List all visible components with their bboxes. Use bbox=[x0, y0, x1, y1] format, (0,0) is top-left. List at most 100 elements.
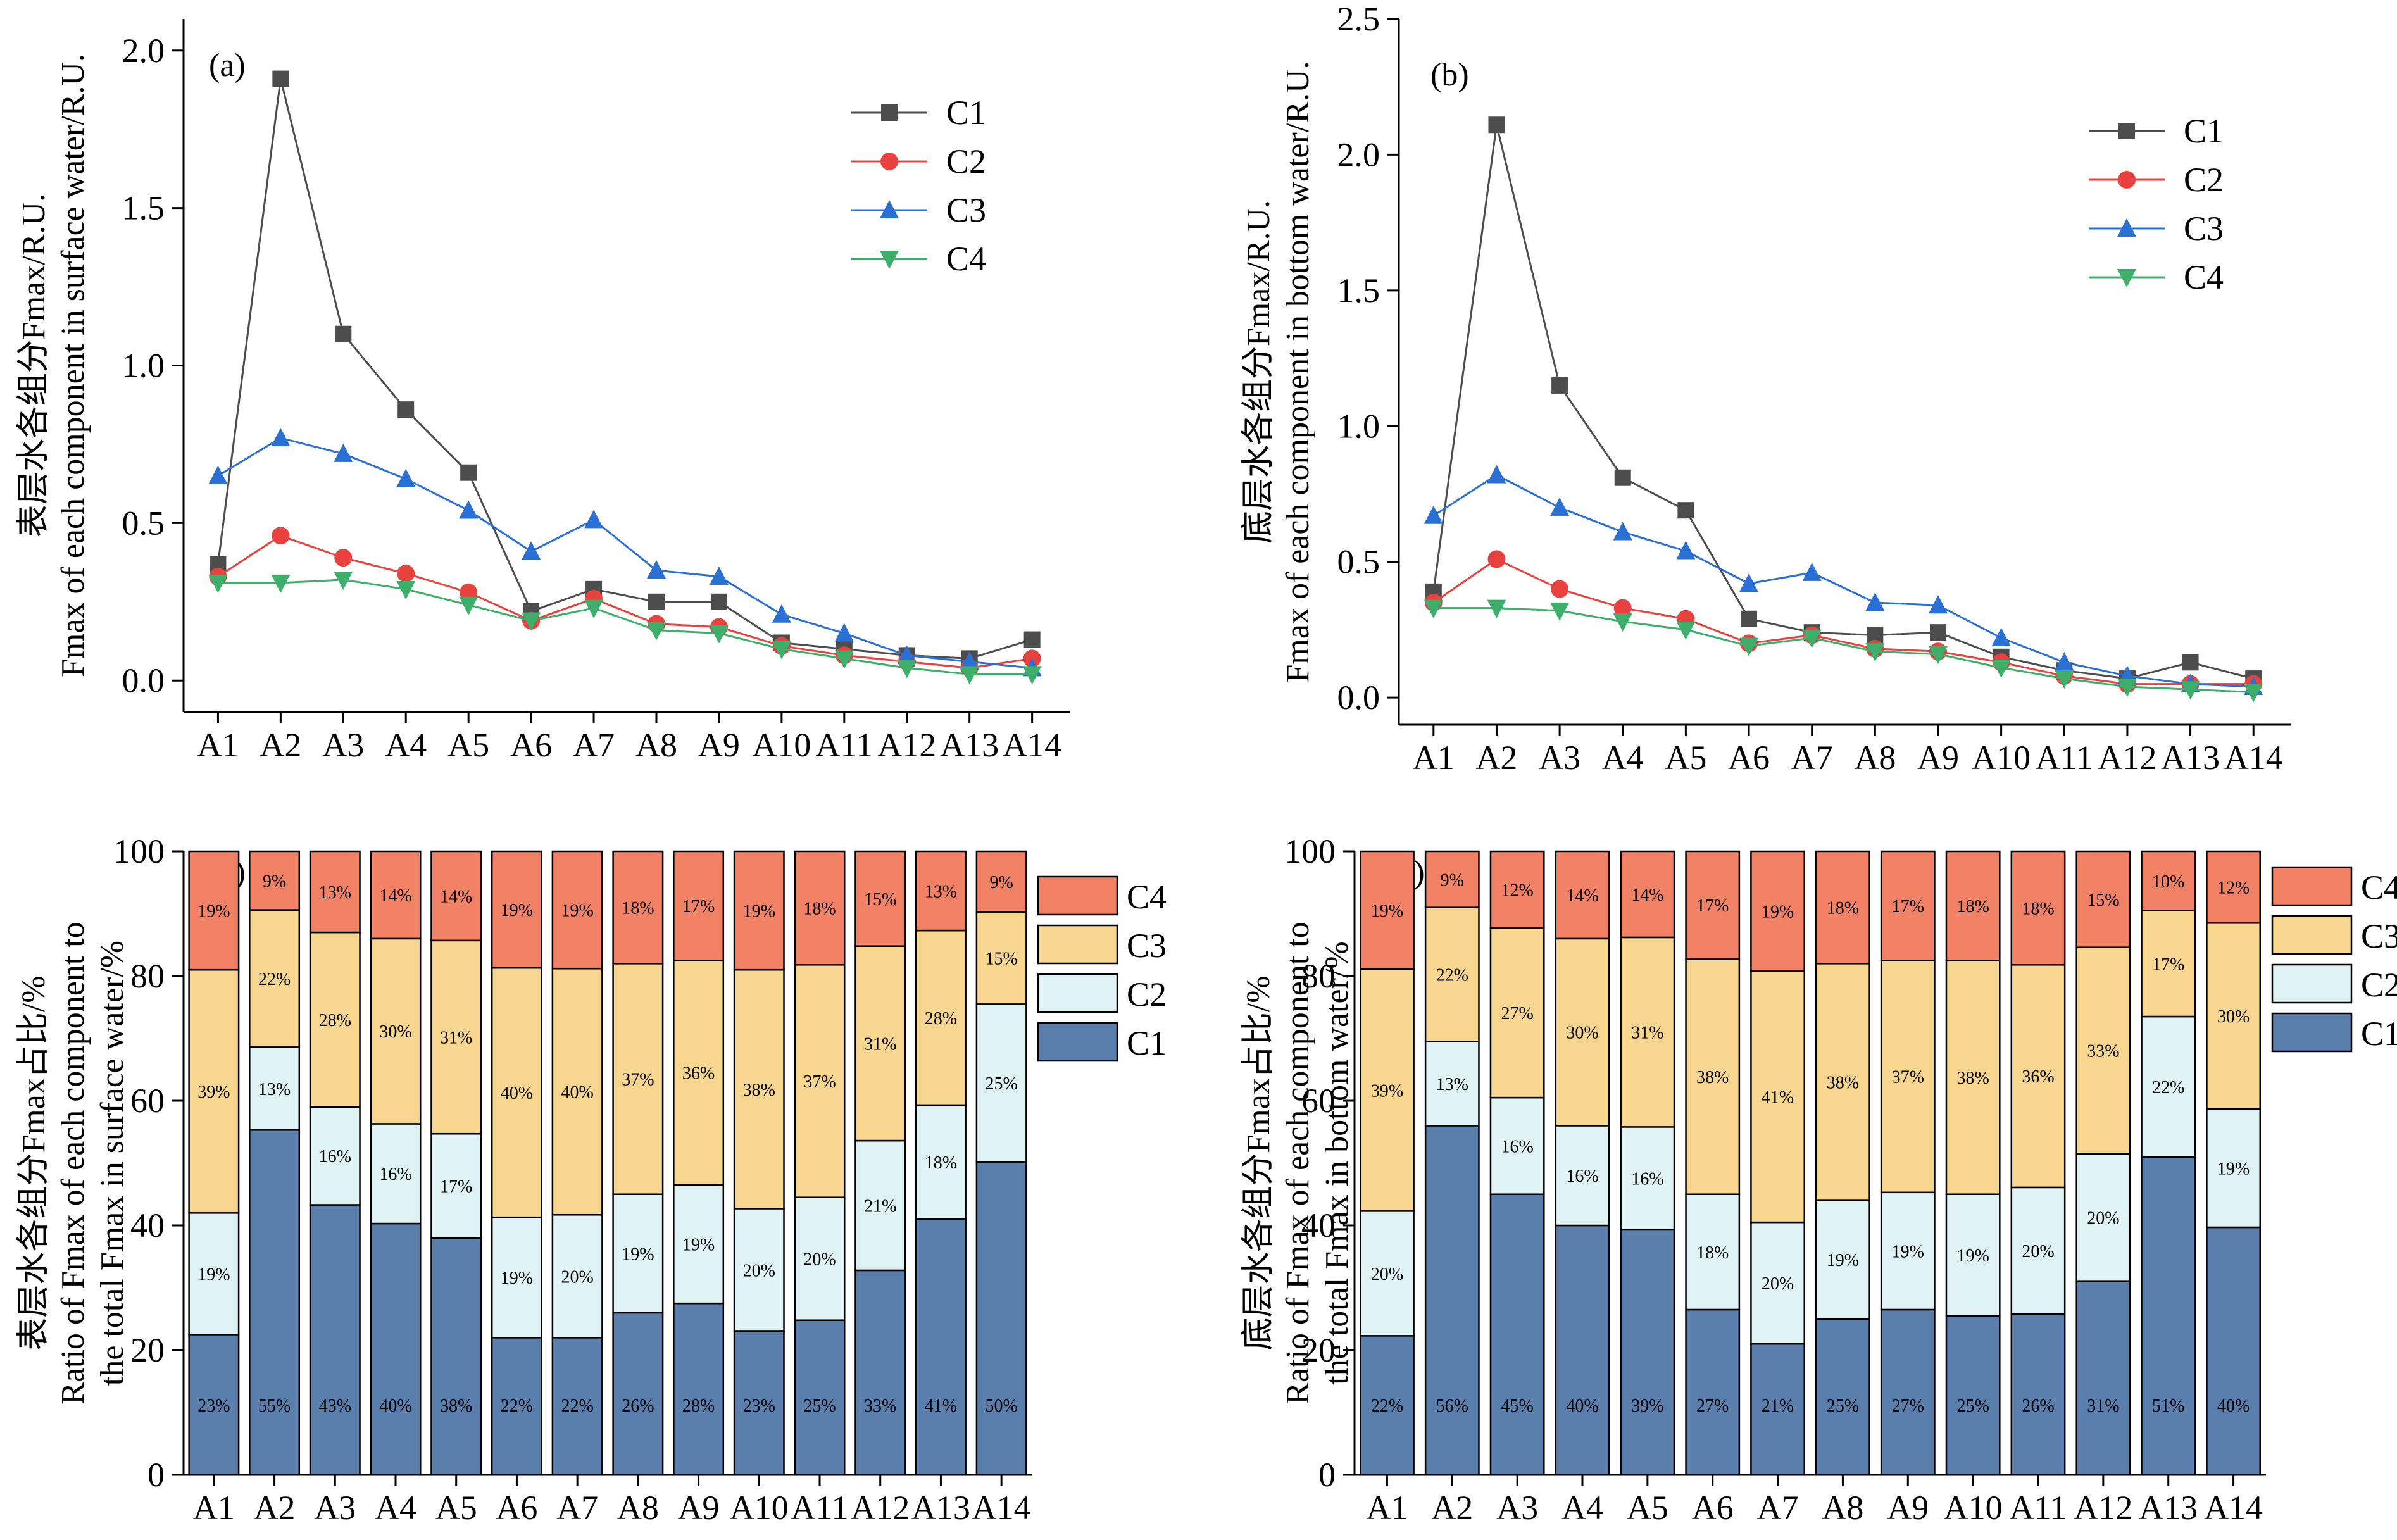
panel-b-line-chart: 底层水各组分Fmax/R.U.Fmax of each component in… bbox=[1241, 0, 2291, 777]
data-point-C2 bbox=[334, 549, 353, 567]
x-tick-label: A14 bbox=[1003, 726, 1061, 764]
bar-segment-C2 bbox=[1489, 1096, 1545, 1195]
legend-swatch-C4 bbox=[1037, 875, 1118, 916]
bar-segment-C1 bbox=[1424, 1125, 1480, 1476]
bar-segment-C2 bbox=[1555, 1125, 1610, 1227]
data-point-C4 bbox=[584, 599, 604, 618]
series-C2: 19% 13% 16% 16% 17% 19% 20% 19% 19% 20% 20% 21% 18% 2… bbox=[188, 1003, 1027, 1339]
bar-segment-C1 bbox=[2141, 1156, 2196, 1476]
bar-label-C2: 16% bbox=[379, 1165, 411, 1184]
data-point-C4 bbox=[334, 571, 353, 590]
bar-segment-C4 bbox=[1945, 850, 2001, 961]
bar-segment-C3 bbox=[1880, 960, 1936, 1194]
data-point-C3 bbox=[834, 623, 854, 642]
bar-segment-C2 bbox=[854, 1139, 906, 1272]
legend-swatch-C2 bbox=[1037, 973, 1118, 1013]
bar-label-C1: 27% bbox=[1892, 1396, 1924, 1416]
bar-label-C4: 12% bbox=[2217, 879, 2250, 898]
bar-label-C1: 25% bbox=[1956, 1396, 1989, 1416]
data-point-C1 bbox=[1023, 631, 1041, 648]
bar-label-C3: 39% bbox=[197, 1082, 230, 1102]
x-tick-label: A2 bbox=[254, 1489, 296, 1527]
data-point-C2 bbox=[397, 565, 415, 582]
bar-segment-C2 bbox=[915, 1104, 967, 1220]
bar-label-C1: 41% bbox=[925, 1396, 957, 1416]
bar-segment-C3 bbox=[1815, 963, 1870, 1201]
data-point-C1 bbox=[460, 464, 477, 481]
series-C2 bbox=[209, 527, 1041, 677]
bar-segment-C1 bbox=[249, 1129, 301, 1476]
bar-label-C2: 17% bbox=[440, 1177, 472, 1196]
bar-segment-C4 bbox=[2010, 850, 2066, 966]
y-axis-title-line: 表层水各组分Fmax/R.U. bbox=[16, 194, 52, 537]
bar-segment-C1 bbox=[854, 1269, 906, 1476]
x-tick-label: A11 bbox=[815, 726, 873, 764]
data-point-C3 bbox=[396, 468, 416, 487]
bar-label-C2: 16% bbox=[1631, 1170, 1663, 1189]
bar-label-C2: 19% bbox=[622, 1244, 654, 1264]
bar-label-C4: 14% bbox=[1631, 886, 1663, 905]
bar-segment-C4 bbox=[188, 850, 240, 971]
bar-segment-C3 bbox=[491, 967, 542, 1218]
legend-swatch-C2 bbox=[2271, 963, 2353, 1004]
data-point-C3 bbox=[271, 427, 291, 446]
data-point-C4 bbox=[1676, 621, 1696, 640]
x-tick-label: A3 bbox=[314, 1489, 356, 1527]
y-tick-label: 2.0 bbox=[1337, 135, 1380, 173]
bar-label-C4: 14% bbox=[1566, 886, 1598, 906]
y-tick-label: 40 bbox=[1301, 1206, 1336, 1244]
bar-segment-C4 bbox=[673, 850, 725, 961]
x-tick-label: A1 bbox=[197, 726, 239, 764]
y-tick-label: 1.5 bbox=[1337, 272, 1380, 310]
legend-label-C3: C3 bbox=[2184, 210, 2224, 247]
bar-label-C1: 23% bbox=[197, 1396, 230, 1416]
x-tick-label: A4 bbox=[375, 1489, 416, 1527]
bar-label-C1: 26% bbox=[2022, 1396, 2054, 1416]
bar-segment-C1 bbox=[2206, 1226, 2261, 1476]
bar-label-C3: 31% bbox=[1631, 1024, 1663, 1043]
legend-marker-C2 bbox=[880, 153, 898, 170]
x-tick-label: A13 bbox=[911, 1489, 970, 1527]
series-C4 bbox=[208, 571, 1042, 685]
bar-segment-C4 bbox=[1750, 850, 1805, 972]
bar-segment-C1 bbox=[915, 1218, 967, 1476]
bar-label-C3: 31% bbox=[440, 1029, 472, 1048]
x-tick-label: A7 bbox=[1791, 739, 1833, 777]
bar-segment-C3 bbox=[430, 939, 482, 1135]
x-tick-label: A8 bbox=[617, 1489, 659, 1527]
bar-label-C4: 18% bbox=[2022, 899, 2054, 919]
data-point-C3 bbox=[960, 651, 979, 670]
bar-segment-C2 bbox=[188, 1212, 240, 1336]
bar-segment-C4 bbox=[249, 850, 301, 911]
bar-label-C2: 25% bbox=[985, 1074, 1017, 1094]
data-point-C4 bbox=[1739, 637, 1759, 656]
x-tick-label: A7 bbox=[1757, 1489, 1799, 1527]
series-C4: 19% 9% 12% 14% 14% 17% 19% 18% 17% 18% 18% 15% 10% 12… bbox=[1360, 850, 2261, 972]
bar-label-C4: 12% bbox=[1501, 881, 1533, 901]
bar-label-C2: 20% bbox=[2022, 1242, 2054, 1261]
bar-segment-C3 bbox=[1685, 958, 1741, 1196]
bar-label-C1: 31% bbox=[2087, 1396, 2119, 1416]
data-point-C4 bbox=[2244, 684, 2263, 703]
x-tick-label: A5 bbox=[435, 1489, 477, 1527]
data-point-C3 bbox=[709, 566, 729, 585]
bar-label-C3: 39% bbox=[1371, 1081, 1403, 1101]
bar-label-C2: 19% bbox=[1892, 1242, 1924, 1261]
data-point-C4 bbox=[1550, 602, 1570, 621]
bar-label-C1: 43% bbox=[319, 1396, 351, 1416]
bar-segment-C4 bbox=[1489, 850, 1545, 929]
bar-label-C4: 19% bbox=[501, 901, 533, 920]
bar-label-C2: 21% bbox=[864, 1196, 896, 1216]
panel-label: (b) bbox=[1430, 57, 1469, 93]
data-point-C4 bbox=[646, 622, 666, 641]
bar-segment-C1 bbox=[2075, 1280, 2131, 1476]
bar-label-C3: 38% bbox=[743, 1080, 775, 1100]
bar-segment-C4 bbox=[733, 850, 785, 971]
y-axis-title: 表层水各组分Fmax占比/%Ratio of Fmax of each comp… bbox=[16, 922, 130, 1404]
data-point-C4 bbox=[709, 625, 729, 644]
x-tick-label: A11 bbox=[2036, 739, 2093, 777]
legend-swatch-C3 bbox=[2271, 915, 2353, 955]
x-tick-label: A4 bbox=[1602, 739, 1644, 777]
bar-segment-C4 bbox=[1685, 850, 1741, 960]
x-tick-label: A3 bbox=[1539, 739, 1580, 777]
